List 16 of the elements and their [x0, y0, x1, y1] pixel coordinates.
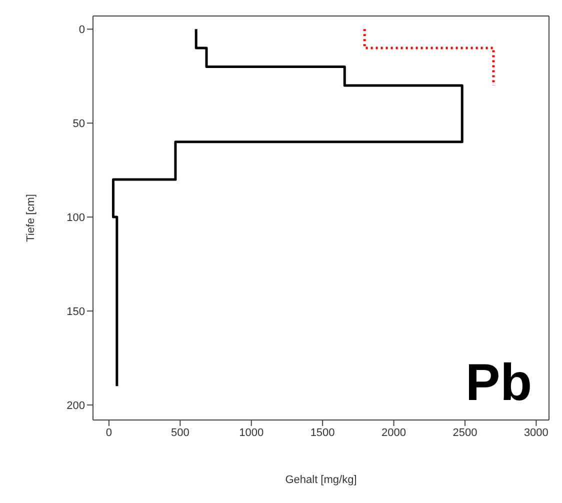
- x-tick-label: 2000: [382, 426, 406, 439]
- x-tick-label: 2500: [452, 426, 478, 439]
- y-tick-label: 100: [66, 212, 85, 224]
- x-axis-title: Gehalt [mg/kg]: [285, 474, 357, 486]
- y-tick-label: 0: [78, 24, 85, 36]
- x-tick-label: 500: [170, 426, 190, 439]
- x-tick-label: 3000: [524, 426, 548, 439]
- x-tick-label: 0: [106, 426, 112, 439]
- line-series: [112, 28, 464, 388]
- x-tick-label: 1500: [310, 426, 335, 439]
- annotation: Pb: [466, 354, 532, 412]
- y-tick-label: 150: [66, 306, 85, 318]
- y-axis-title: Tiefe [cm]: [24, 194, 37, 242]
- y-tick-label: 200: [66, 400, 85, 412]
- x-tick-label: 1000: [239, 426, 264, 439]
- y-tick-label: 50: [72, 118, 85, 130]
